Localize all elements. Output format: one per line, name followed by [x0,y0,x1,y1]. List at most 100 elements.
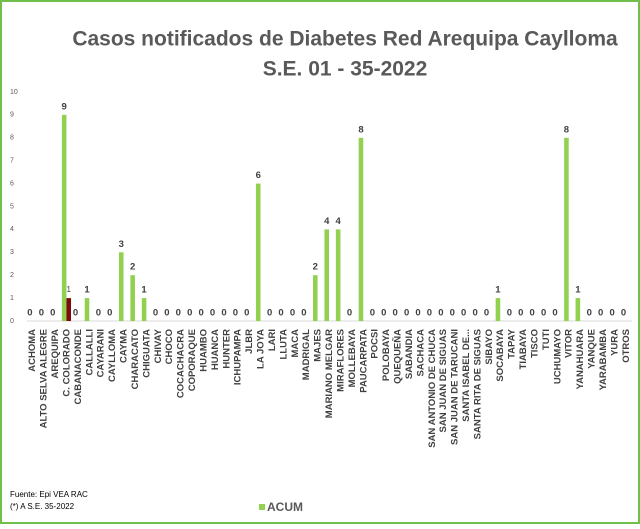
x-tick-label: UCHUMAYO [552,329,563,384]
data-label: 0 [96,308,101,319]
data-label: 4 [335,216,341,227]
data-label: 1 [67,285,72,294]
data-label: 0 [210,308,215,319]
data-label: 8 [358,124,363,135]
data-label: 0 [393,308,398,319]
data-label: 1 [84,285,90,296]
x-tick-label: LARI [267,329,278,351]
x-tick-label: MACA [290,329,301,358]
x-tick-label: YURA [609,329,620,356]
x-tick-label: AREQUIPA [50,329,61,379]
x-tick-label: PAUCARPATA [358,329,369,393]
x-tick-label: CHIVAY [153,328,164,363]
data-label: 0 [107,308,112,319]
date-note: (*) A S.E. 35-2022 [10,502,75,511]
x-tick-label: SAN JUAN DE SIGUAS [438,329,449,432]
x-tick-label: CABANACONDE [73,329,84,404]
data-label: 0 [39,308,44,319]
bar [61,114,67,322]
data-label: 0 [233,308,238,319]
data-label: 0 [507,308,512,319]
data-label: 2 [313,262,318,273]
data-label: 0 [267,308,272,319]
y-tick-label: 10 [10,89,18,96]
y-tick-label: 4 [10,226,14,233]
y-tick-label: 9 [10,112,14,119]
bar [335,229,341,321]
data-label: 0 [621,308,626,319]
legend-swatch [259,504,265,510]
bar [84,298,90,321]
x-tick-label: ICHUPAMPA [233,329,244,385]
data-label: 0 [50,308,55,319]
chart-title: Casos notificados de Diabetes Red Arequi… [72,28,618,51]
x-tick-label: COCACHACRA [176,329,187,398]
x-tick-label: CALLALLI [84,329,95,375]
x-tick-label: CHIGUATA [141,329,152,378]
data-label: 0 [164,308,169,319]
x-tick-label: HUNTER [221,329,232,369]
data-label: 0 [27,308,32,319]
data-label: 0 [598,308,603,319]
data-label: 0 [587,308,592,319]
data-label: 0 [301,308,306,319]
x-tick-label: SANTA RITA DE SIGUAS [472,329,483,439]
x-tick-label: POCSI [370,329,381,359]
x-tick-label: MARIANO MELGAR [324,329,335,418]
data-label: 0 [609,308,614,319]
data-label: 1 [141,285,147,296]
x-tick-label: ACHOMA [27,329,38,372]
x-tick-label: CHOCO [164,329,175,364]
x-tick-label: SAN JUAN DE TARUCANI [450,329,461,445]
data-label: 0 [427,308,432,319]
bar [313,275,318,321]
data-label: 3 [119,239,124,250]
data-label: 0 [370,308,375,319]
data-label: 0 [73,308,78,319]
x-tick-label: CAYLLOMA [107,329,118,382]
data-label: 8 [564,124,569,135]
y-tick-label: 7 [10,158,14,165]
x-tick-label: YANQUE [587,329,598,369]
data-label: 0 [221,308,226,319]
data-label: 4 [324,216,330,227]
bar [255,183,261,321]
x-tick-label: CHARACATO [130,329,141,389]
x-tick-label: QUEQUEÑA [393,329,404,384]
bar [564,137,569,321]
data-label: 0 [187,308,192,319]
x-tick-label: TUTI [541,329,552,350]
chart-subtitle: S.E. 01 - 35-2022 [263,58,428,81]
x-tick-label: JLBR [244,329,255,354]
x-tick-label: MAJES [313,329,324,362]
x-tick-label: SABANDIA [404,329,415,379]
data-label: 0 [484,308,489,319]
data-label: 0 [153,308,158,319]
x-tick-label: SACHACA [415,329,426,377]
x-tick-label: MIRAFLORES [335,329,346,392]
x-tick-label: TIABAYA [518,329,529,370]
source-note: Fuente: Epi VEA RAC [10,490,88,499]
x-tick-label: C. COLORADO [61,329,72,397]
bar [324,229,329,321]
x-tick-label: TAPAY [507,328,518,359]
bar [495,298,501,321]
data-label: 0 [530,308,535,319]
x-tick-label: SOCABAYA [495,329,506,382]
legend-label: ACUM [267,500,303,514]
data-label: 0 [450,308,455,319]
y-tick-label: 1 [10,295,14,302]
data-label: 0 [518,308,523,319]
x-tick-label: OTROS [621,329,632,363]
x-tick-label: TISCO [529,329,540,358]
x-tick-label: HUAMBO [198,329,209,372]
data-label: 1 [575,285,581,296]
x-tick-label: LLUTA [278,329,289,360]
x-tick-label: LA JOYA [256,329,267,369]
data-label: 0 [244,308,249,319]
x-tick-label: SIBAYO [484,329,495,365]
data-label: 0 [290,308,295,319]
data-label: 0 [552,308,557,319]
y-tick-label: 0 [10,318,14,325]
x-tick-label: YARABAMBA [598,329,609,391]
